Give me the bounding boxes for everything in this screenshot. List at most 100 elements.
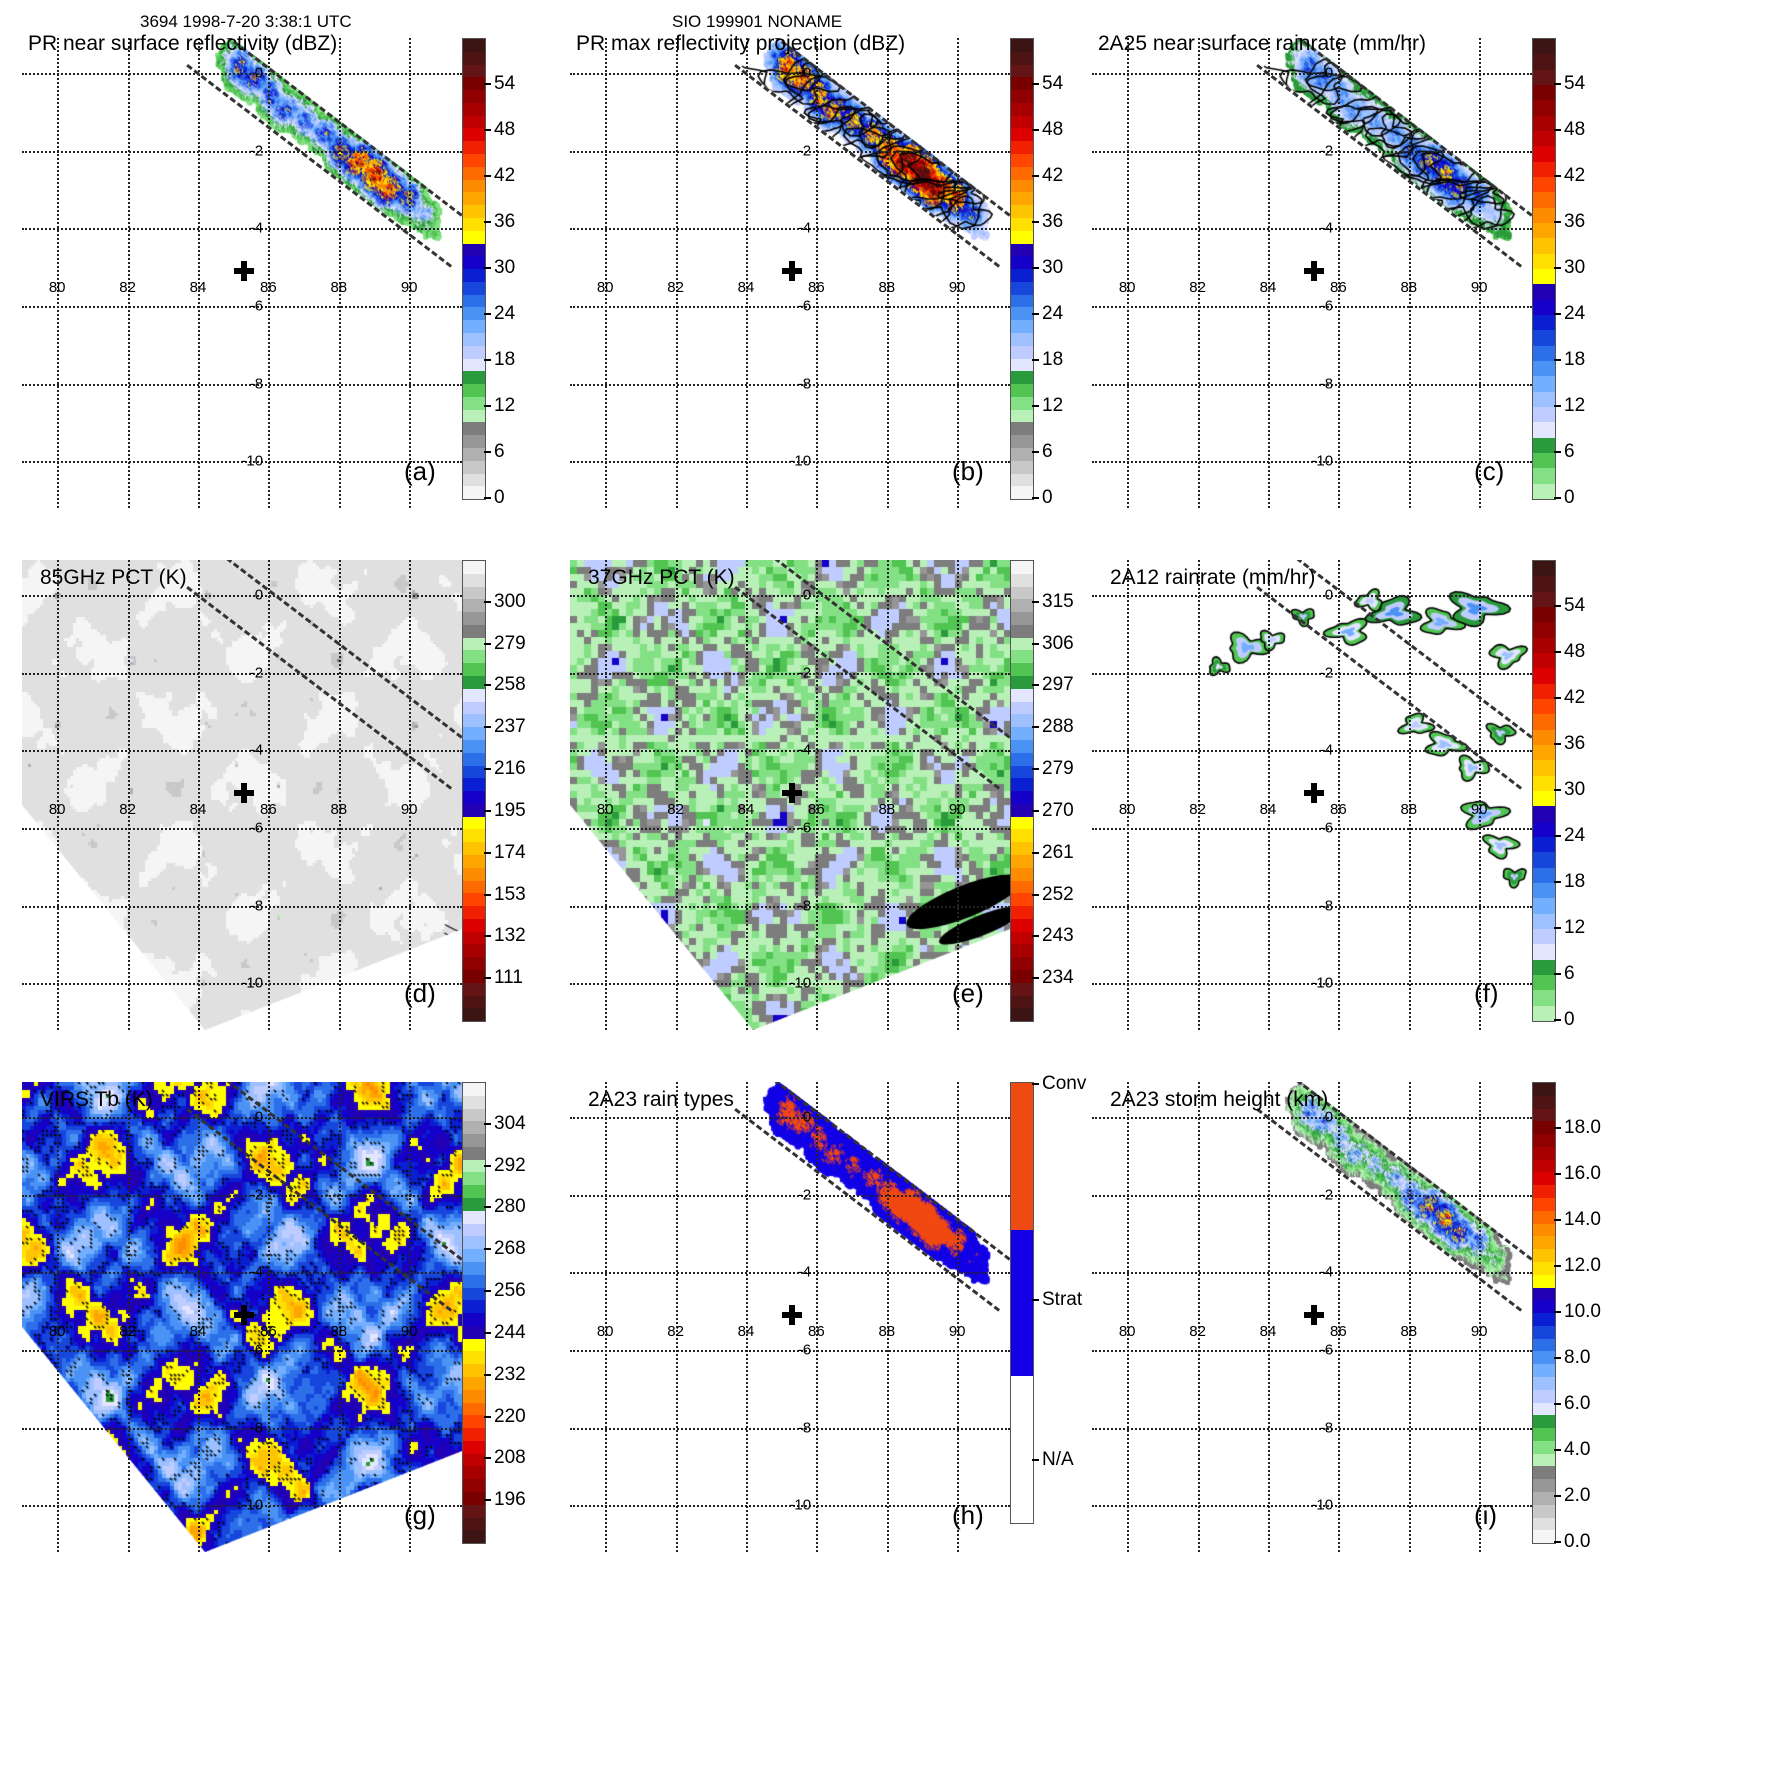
colorbar-label: 36 — [1564, 211, 1586, 232]
colorbar-label: 268 — [494, 1238, 526, 1260]
colorbar-swatch — [1011, 230, 1033, 244]
suptitle-left: 3694 1998-7-20 3:38:1 UTC — [140, 12, 352, 31]
colorbar-swatch — [463, 256, 485, 270]
gridline-vertical — [675, 560, 678, 1030]
colorbar-label: 2.0 — [1564, 1485, 1591, 1506]
colorbar-swatch — [1533, 1492, 1555, 1505]
colorbar-swatch — [463, 893, 485, 907]
colorbar-swatch — [463, 294, 485, 308]
colorbar-label: 24 — [1564, 303, 1586, 324]
colorbar-swatch — [463, 1121, 485, 1135]
gridline-vertical — [1338, 38, 1341, 508]
ytick-label: 0 — [254, 64, 264, 82]
colorbar-swatch — [1533, 130, 1555, 147]
colorbar-label: 42 — [494, 165, 516, 186]
colorbar-swatch — [1533, 806, 1555, 822]
colorbar-swatch — [1011, 688, 1033, 702]
colorbar-swatch — [1011, 816, 1033, 830]
colorbar-swatch — [1011, 624, 1033, 638]
gridline-horizontal — [570, 1194, 1010, 1197]
colorbar-swatch — [463, 1376, 485, 1390]
storm-center-marker — [233, 1305, 254, 1326]
colorbar-tick — [1554, 1265, 1561, 1267]
panel-label-c: (c) — [1474, 456, 1505, 486]
colorbar-tick — [484, 977, 491, 980]
xtick-label: 90 — [400, 278, 418, 296]
colorbar-label: 243 — [1042, 925, 1074, 947]
gridline-horizontal — [22, 1272, 462, 1275]
colorbar-swatch — [1533, 39, 1555, 55]
gridline-vertical — [675, 1082, 678, 1552]
colorbar-label: N/A — [1042, 1449, 1074, 1471]
xtick-label: 80 — [1118, 278, 1136, 296]
colorbar-swatch — [463, 1274, 485, 1288]
colorbar-tick — [1554, 1019, 1561, 1021]
ytick-label: -6 — [797, 1341, 812, 1359]
xtick-label: 90 — [1470, 1322, 1488, 1340]
gridline-vertical — [268, 38, 271, 508]
colorbar-swatch — [1533, 852, 1555, 868]
colorbar-tick — [1554, 1127, 1561, 1129]
ytick-label: 0 — [254, 586, 264, 604]
panel-title-a: PR near surface reflectivity (dBZ) — [28, 32, 338, 55]
colorbar-swatch — [463, 1313, 485, 1326]
colorbar-tick — [1554, 221, 1561, 223]
colorbar-swatch — [1533, 1364, 1555, 1377]
colorbar-tick — [484, 405, 491, 407]
colorbar-label: 304 — [494, 1112, 526, 1134]
storm-center-marker — [1303, 1305, 1324, 1326]
colorbar-swatch — [1533, 1504, 1555, 1518]
colorbar-swatch — [463, 1159, 485, 1173]
gridline-vertical — [1268, 38, 1270, 508]
ytick-label: -8 — [1319, 375, 1334, 393]
ytick-label: -6 — [1319, 819, 1334, 837]
colorbar-tick — [1032, 1298, 1039, 1301]
colorbar-swatch — [463, 561, 485, 574]
colorbar-swatch — [1533, 391, 1555, 407]
colorbar-swatch — [1533, 284, 1555, 300]
colorbar-tick — [484, 175, 491, 177]
colorbar-tick — [1032, 83, 1039, 85]
gridline-horizontal — [22, 306, 462, 309]
panel-title-i: 2A23 storm height (km) — [1110, 1088, 1329, 1111]
colorbar-label: 30 — [1564, 779, 1586, 800]
gridline-horizontal — [570, 905, 1010, 908]
storm-center-marker — [781, 261, 802, 282]
colorbar-swatch — [1533, 1095, 1555, 1109]
colorbar-swatch — [1011, 179, 1033, 193]
colorbar-swatch — [1533, 1325, 1555, 1339]
colorbar-tick — [484, 935, 491, 938]
gridline-horizontal — [570, 594, 1010, 597]
colorbar-tick — [1554, 1403, 1561, 1405]
gridline-vertical — [816, 1082, 819, 1552]
colorbar-swatch — [463, 1440, 485, 1454]
ytick-label: -6 — [249, 1341, 264, 1359]
colorbar-swatch — [1011, 64, 1033, 78]
colorbar-swatch — [1533, 1121, 1555, 1135]
colorbar-a — [462, 38, 486, 500]
colorbar-tick — [484, 1457, 491, 1460]
colorbar-label: 0.0 — [1564, 1531, 1591, 1552]
gridline-horizontal — [570, 461, 1010, 464]
colorbar-tick — [1032, 809, 1039, 812]
colorbar-label: 6 — [1564, 441, 1575, 462]
colorbar-swatch — [463, 1185, 485, 1199]
colorbar-swatch — [1533, 1530, 1555, 1543]
colorbar-swatch — [1533, 1402, 1555, 1416]
colorbar-swatch — [1011, 460, 1033, 474]
gridline-horizontal — [22, 72, 462, 75]
colorbar-swatch — [463, 727, 485, 740]
colorbar-swatch — [1533, 1172, 1555, 1186]
colorbar-label: 174 — [494, 841, 526, 863]
colorbar-swatch — [463, 141, 485, 155]
storm-center-marker — [233, 783, 254, 804]
gridline-vertical — [1479, 1082, 1482, 1552]
colorbar-swatch — [1011, 650, 1033, 664]
panel-label-g: (g) — [404, 1500, 436, 1530]
colorbar-label: 42 — [1042, 165, 1064, 186]
colorbar-tick — [1554, 697, 1561, 699]
xtick-label: 84 — [737, 278, 755, 296]
colorbar-tick — [484, 359, 491, 361]
colorbar-swatch — [463, 1249, 485, 1262]
colorbar-swatch — [1011, 371, 1033, 385]
